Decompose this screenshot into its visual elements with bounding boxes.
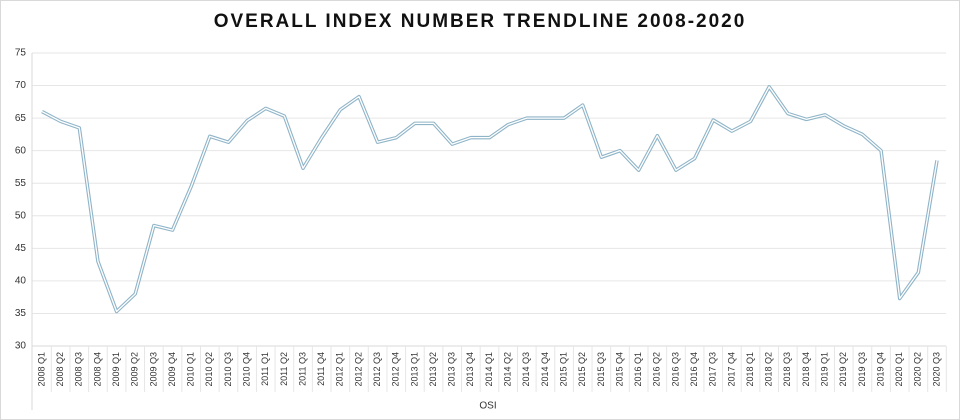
y-tick-label: 45 bbox=[15, 243, 27, 254]
chart-title: OVERALL INDEX NUMBER TRENDLINE 2008-2020 bbox=[214, 11, 747, 32]
x-tick-label: 2009 Q2 bbox=[130, 352, 140, 387]
x-tick-label: 2019 Q3 bbox=[857, 352, 867, 387]
x-tick-label: 2014 Q2 bbox=[503, 352, 513, 387]
x-tick-label: 2019 Q1 bbox=[820, 352, 830, 387]
x-tick-label: 2008 Q1 bbox=[36, 352, 46, 387]
x-tick-label: 2015 Q3 bbox=[596, 352, 606, 387]
x-tick-label: 2013 Q2 bbox=[428, 352, 438, 387]
x-tick-label: 2017 Q3 bbox=[708, 352, 718, 387]
x-tick-label: 2019 Q4 bbox=[875, 352, 885, 387]
x-tick-label: 2011 Q2 bbox=[279, 352, 289, 386]
x-tick-label: 2014 Q3 bbox=[521, 352, 531, 387]
x-tick-label: 2014 Q4 bbox=[540, 352, 550, 387]
x-tick-label: 2009 Q3 bbox=[148, 352, 158, 387]
y-tick-label: 35 bbox=[15, 308, 27, 319]
x-tick-label: 2009 Q4 bbox=[167, 352, 177, 387]
x-tick-label: 2010 Q3 bbox=[223, 352, 233, 387]
x-tick-label: 2015 Q4 bbox=[614, 352, 624, 387]
x-tick-label: 2012 Q2 bbox=[353, 352, 363, 387]
y-tick-label: 30 bbox=[15, 341, 27, 352]
x-tick-label: 2011 Q3 bbox=[297, 352, 307, 386]
x-tick-label: 2019 Q2 bbox=[838, 352, 848, 387]
x-tick-label: 2016 Q1 bbox=[633, 352, 643, 387]
x-tick-label: 2012 Q1 bbox=[335, 352, 345, 387]
x-tick-label: 2018 Q2 bbox=[764, 352, 774, 387]
x-tick-label: 2013 Q3 bbox=[447, 352, 457, 387]
x-tick-label: 2010 Q2 bbox=[204, 352, 214, 387]
x-tick-label: 2013 Q1 bbox=[409, 352, 419, 387]
y-tick-label: 70 bbox=[15, 80, 27, 91]
y-tick-label: 55 bbox=[15, 178, 27, 189]
x-tick-label: 2017 Q4 bbox=[726, 352, 736, 387]
x-tick-label: 2016 Q2 bbox=[652, 352, 662, 387]
y-tick-label: 40 bbox=[15, 276, 27, 287]
x-tick-label: 2011 Q4 bbox=[316, 352, 326, 386]
x-tick-label: 2008 Q2 bbox=[55, 352, 65, 387]
y-tick-label: 65 bbox=[15, 113, 27, 124]
x-tick-label: 2015 Q1 bbox=[558, 352, 568, 387]
x-tick-label: 2008 Q3 bbox=[74, 352, 84, 387]
x-tick-label: 2018 Q4 bbox=[801, 352, 811, 387]
x-tick-label: 2016 Q4 bbox=[689, 352, 699, 387]
y-tick-label: 60 bbox=[15, 145, 27, 156]
x-tick-label: 2013 Q4 bbox=[465, 352, 475, 387]
y-tick-label: 50 bbox=[15, 210, 27, 221]
x-tick-label: 2018 Q1 bbox=[745, 352, 755, 387]
x-axis-label: OSI bbox=[479, 401, 496, 412]
x-tick-label: 2014 Q1 bbox=[484, 352, 494, 387]
x-tick-label: 2020 Q1 bbox=[894, 352, 904, 387]
x-tick-label: 2015 Q2 bbox=[577, 352, 587, 387]
x-tick-label: 2020 Q3 bbox=[931, 352, 941, 387]
x-tick-label: 2011 Q1 bbox=[260, 352, 270, 386]
x-tick-label: 2012 Q4 bbox=[391, 352, 401, 387]
line-series-inner bbox=[41, 86, 938, 313]
x-tick-label: 2020 Q2 bbox=[913, 352, 923, 387]
x-tick-label: 2009 Q1 bbox=[111, 352, 121, 387]
x-tick-label: 2010 Q4 bbox=[241, 352, 251, 387]
y-tick-label: 75 bbox=[15, 48, 27, 59]
x-tick-label: 2010 Q1 bbox=[186, 352, 196, 387]
x-tick-label: 2018 Q3 bbox=[782, 352, 792, 387]
x-tick-label: 2008 Q4 bbox=[92, 352, 102, 387]
x-tick-label: 2012 Q3 bbox=[372, 352, 382, 387]
x-tick-label: 2016 Q3 bbox=[670, 352, 680, 387]
